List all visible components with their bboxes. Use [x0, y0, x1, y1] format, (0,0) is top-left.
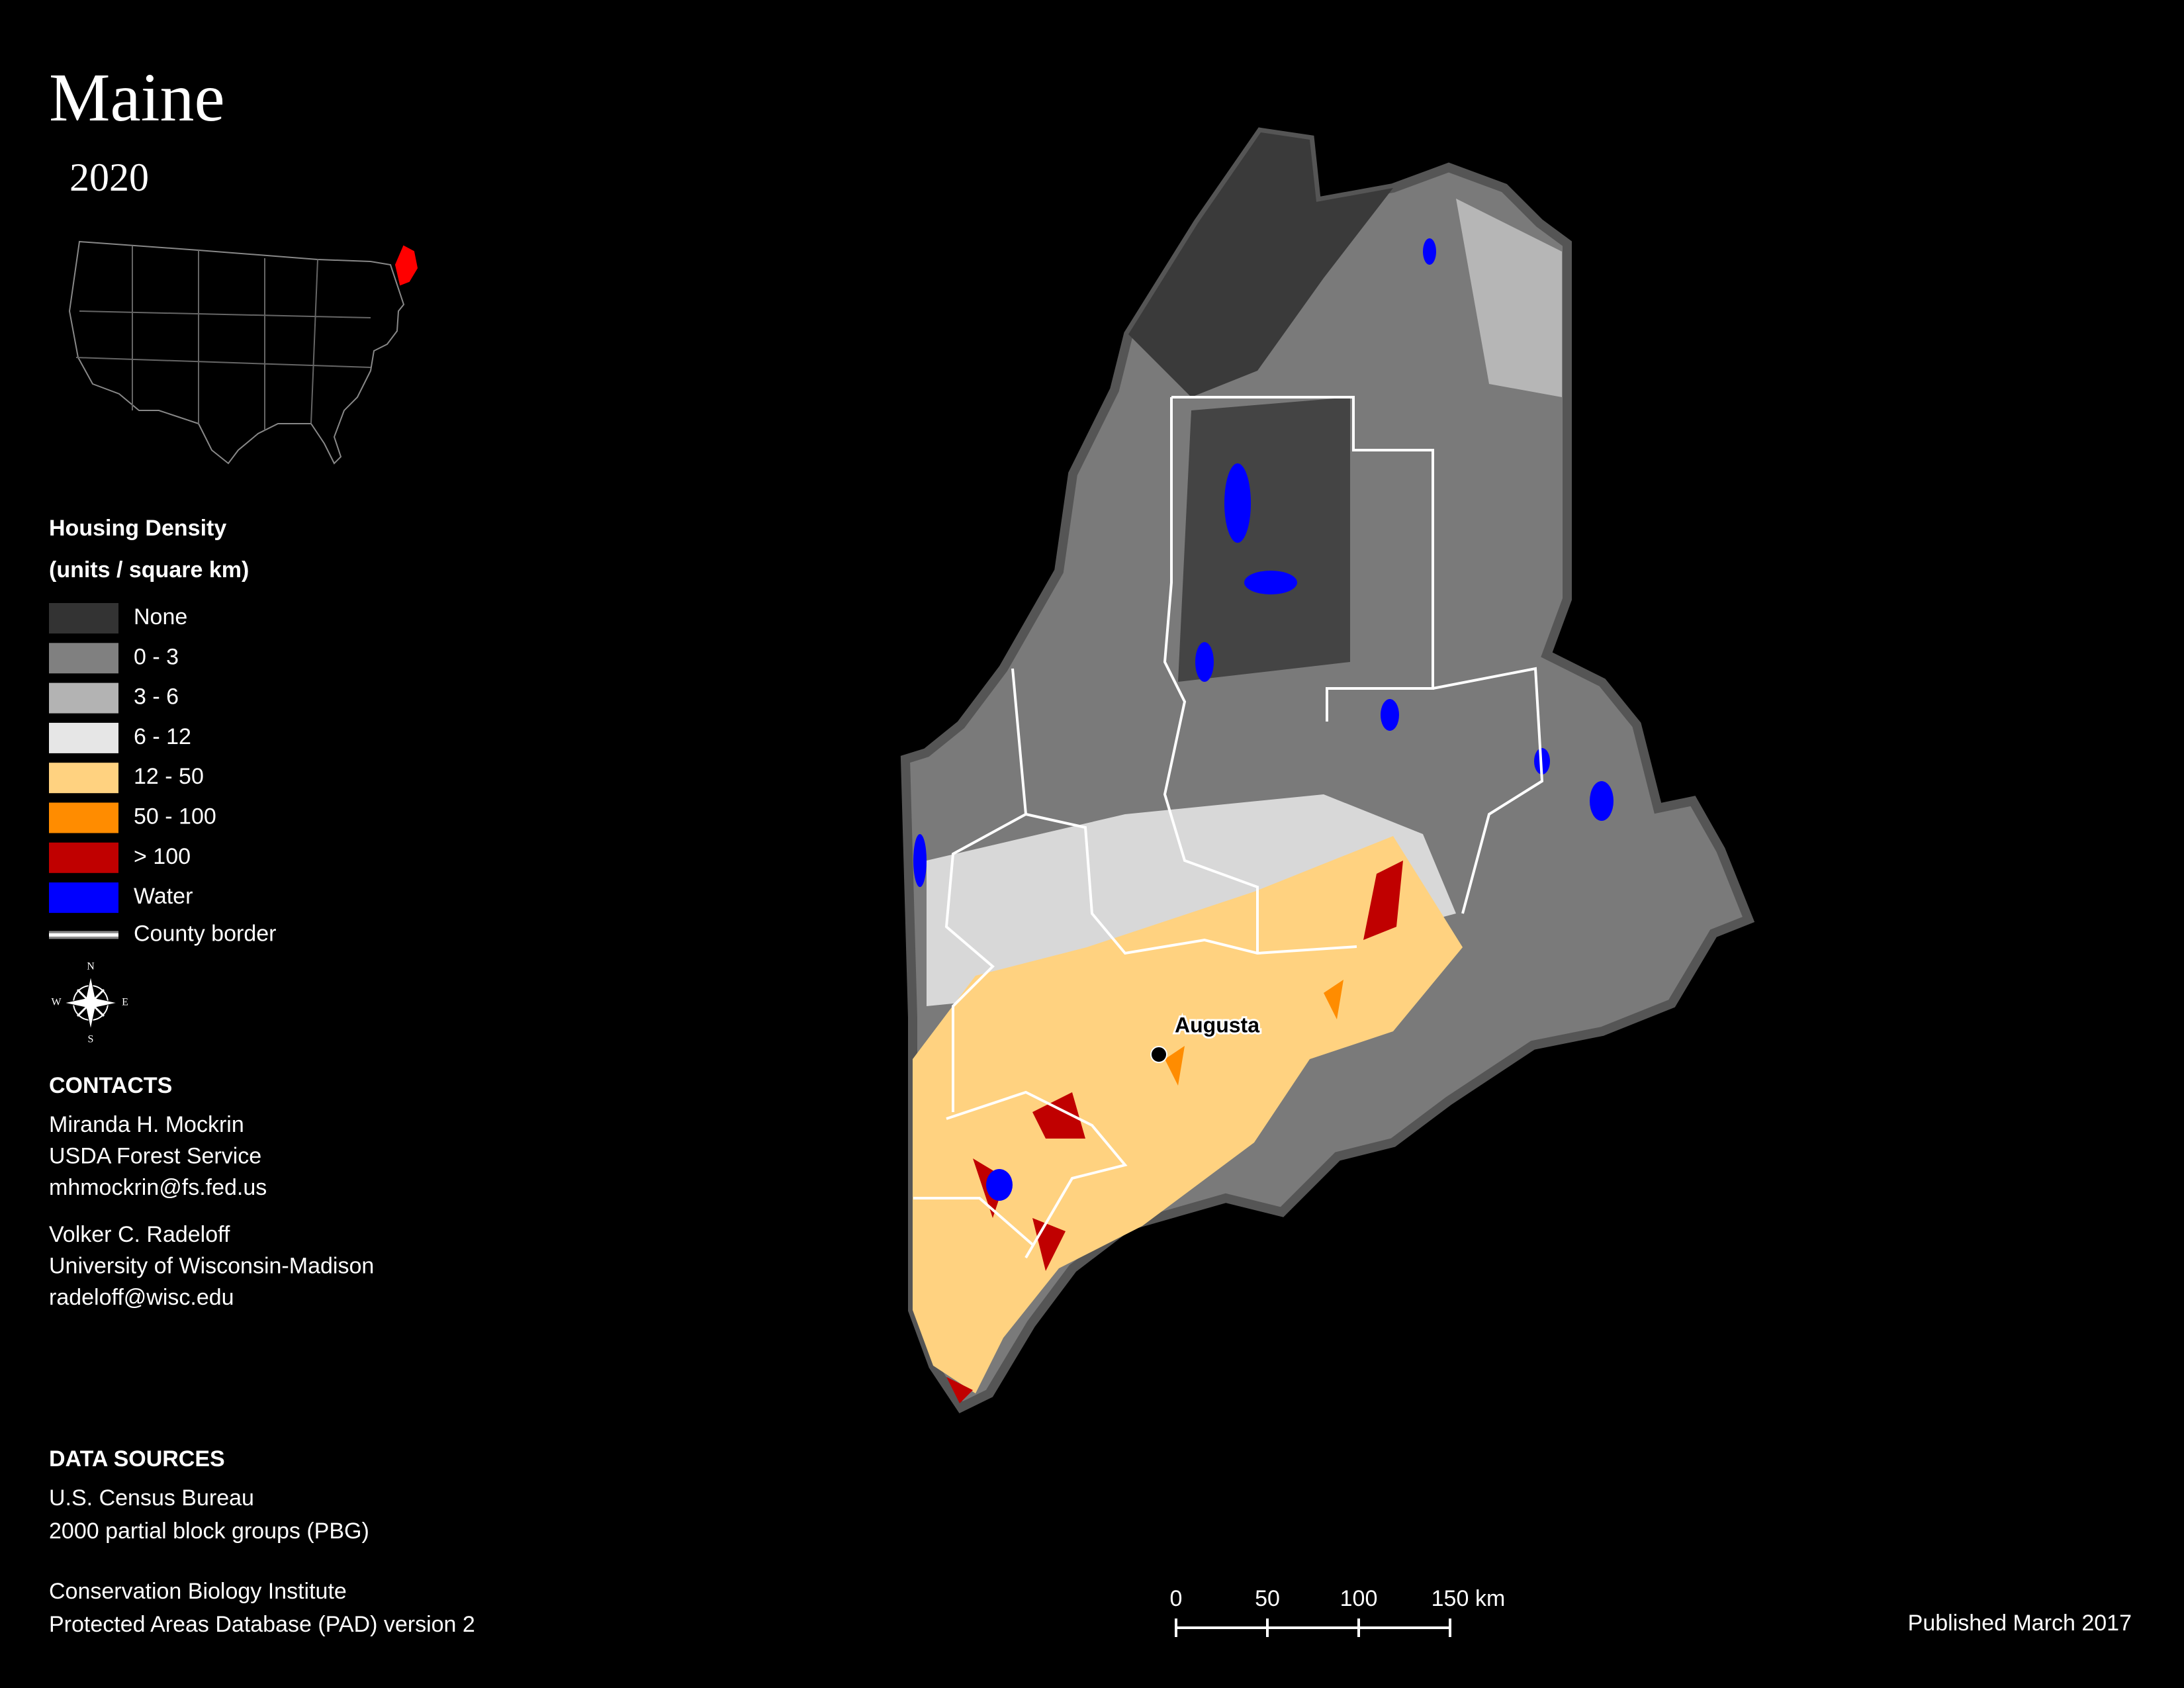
contact-line: Miranda H. Mockrin [49, 1112, 244, 1137]
contact-line: Volker C. Radeloff [49, 1222, 230, 1247]
legend-title: Housing Density [49, 516, 226, 541]
compass-label: W [51, 997, 62, 1008]
contact-line: USDA Forest Service [49, 1143, 261, 1168]
legend-swatch [49, 643, 118, 674]
scale-bar-label: 0 [1170, 1586, 1183, 1611]
legend-swatch [49, 603, 118, 633]
contacts-heading: CONTACTS [49, 1073, 172, 1098]
legend-label: 0 - 3 [134, 644, 179, 669]
legend-swatch [49, 802, 118, 833]
legend-label: County border [134, 921, 276, 946]
contact-line: mhmockrin@fs.fed.us [49, 1175, 267, 1200]
scale-bar-label: 150 [1432, 1586, 1469, 1611]
source-line: Protected Areas Database (PAD) version 2 [49, 1612, 475, 1637]
source-line: 2000 partial block groups (PBG) [49, 1519, 369, 1544]
contact-line: University of Wisconsin-Madison [49, 1253, 374, 1278]
scale-bar: 0 50 100 150 km [1170, 1586, 1505, 1637]
legend-label: 12 - 50 [134, 764, 204, 789]
us-inset [68, 240, 418, 465]
sources-heading: DATA SOURCES [49, 1446, 225, 1472]
compass-label: S [88, 1034, 94, 1045]
city-label: Augusta [1175, 1013, 1259, 1037]
legend-swatch [49, 842, 118, 873]
legend-swatch [49, 763, 118, 794]
legend-swatch [49, 722, 118, 753]
capital-marker [1150, 1046, 1167, 1063]
legend-label: None [134, 604, 187, 630]
legend-label: Water [134, 884, 193, 909]
compass: N E S W [51, 961, 128, 1045]
data-sources: U.S. Census Bureau 2000 partial block gro… [49, 1485, 475, 1637]
scale-bar-label: 50 [1255, 1586, 1280, 1611]
source-line: Conservation Biology Institute [49, 1579, 347, 1604]
scale-bar-unit: km [1475, 1586, 1505, 1611]
legend: None 0 - 3 3 - 6 6 - 12 12 - 50 50 - 100 > 100… [49, 603, 276, 946]
maine-highlight [394, 245, 418, 286]
legend-label: 6 - 12 [134, 724, 191, 749]
legend-label: 50 - 100 [134, 804, 216, 829]
compass-label: E [122, 997, 128, 1008]
legend-title: (units / square km) [49, 557, 249, 583]
legend-label: 3 - 6 [134, 684, 179, 710]
legend-swatch [49, 682, 118, 714]
map-title: Maine [49, 60, 225, 136]
compass-label: N [87, 961, 95, 972]
source-line: U.S. Census Bureau [49, 1485, 254, 1511]
contacts: Miranda H. Mockrin USDA Forest Service mhm… [49, 1112, 374, 1310]
legend-label: > 100 [134, 844, 191, 869]
contact-line: radeloff@wisc.edu [49, 1285, 234, 1310]
legend-swatch [49, 882, 118, 914]
scale-bar-label: 100 [1340, 1586, 1378, 1611]
map-subtitle: 2020 [69, 156, 149, 199]
maine-map [900, 127, 1755, 1413]
published-note: Published March 2017 [1908, 1611, 2132, 1636]
